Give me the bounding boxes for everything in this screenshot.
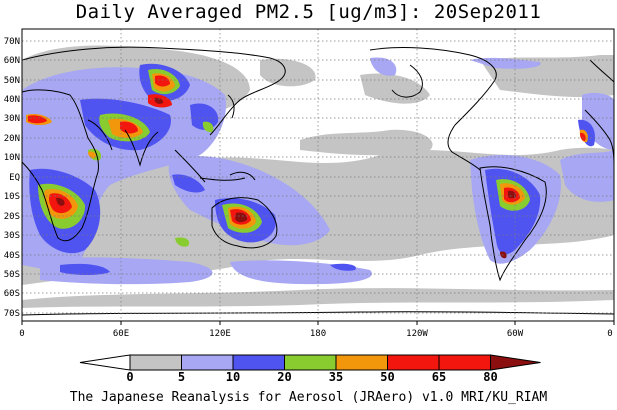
colorbar-label: 80 xyxy=(483,370,497,384)
colorbar-segment xyxy=(181,354,234,371)
colorbar-label: 5 xyxy=(178,370,185,384)
colorbar-label: 0 xyxy=(126,370,133,384)
level-80-plus-regions xyxy=(56,97,517,259)
colorbar-segment xyxy=(387,354,440,371)
lat-label: 20S xyxy=(4,212,20,222)
colorbar-segment xyxy=(335,354,388,371)
lon-label: 0 xyxy=(607,329,612,339)
lat-label: 40N xyxy=(4,95,20,105)
lon-label: 180 xyxy=(310,329,326,339)
map-title: Daily Averaged PM2.5 [ug/m3]: 20Sep2011 xyxy=(75,1,542,23)
colorbar-label: 20 xyxy=(277,370,291,384)
credit-line: The Japanese Reanalysis for Aerosol (JRA… xyxy=(69,390,548,405)
lat-label: 50S xyxy=(4,270,20,280)
lon-label: 0 xyxy=(19,329,24,339)
lat-label: 10S xyxy=(4,192,20,202)
colorbar-segment xyxy=(129,354,182,371)
colorbar-label: 10 xyxy=(226,370,240,384)
colorbar-segment xyxy=(284,354,337,371)
lon-label: 60W xyxy=(507,329,524,339)
colorbar-segment xyxy=(232,354,285,371)
lat-label: 20N xyxy=(4,134,20,144)
lat-label: 40S xyxy=(4,251,20,261)
colorbar-label: 65 xyxy=(432,370,446,384)
lat-label: 60S xyxy=(4,289,20,299)
lat-label: 30S xyxy=(4,231,20,241)
colorbar-label: 35 xyxy=(329,370,343,384)
colorbar-label: 50 xyxy=(380,370,394,384)
colorbar-high-triangle xyxy=(490,354,541,371)
lat-label: 70N xyxy=(4,37,20,47)
colorbar-segment xyxy=(438,354,491,371)
lon-label: 120E xyxy=(209,329,231,339)
graticule xyxy=(22,29,614,321)
pm25-field xyxy=(22,29,614,321)
lon-label: 60E xyxy=(113,329,129,339)
lat-label: 10N xyxy=(4,153,20,163)
lon-label: 120W xyxy=(406,329,428,339)
lat-label: 30N xyxy=(4,114,20,124)
longitude-labels: 0 60E 120E 180 120W 60W 0 xyxy=(19,329,612,339)
lat-label: 60N xyxy=(4,56,20,66)
colorbar: 0 5 10 20 35 50 65 80 xyxy=(79,354,541,384)
latitude-labels: 70N 60N 50N 40N 30N 20N 10N EQ 10S 20S 3… xyxy=(4,37,20,319)
lat-label: EQ xyxy=(9,173,20,183)
colorbar-low-triangle xyxy=(79,354,131,371)
lat-label: 70S xyxy=(4,309,20,319)
ticks xyxy=(21,321,615,325)
lat-label: 50N xyxy=(4,76,20,86)
